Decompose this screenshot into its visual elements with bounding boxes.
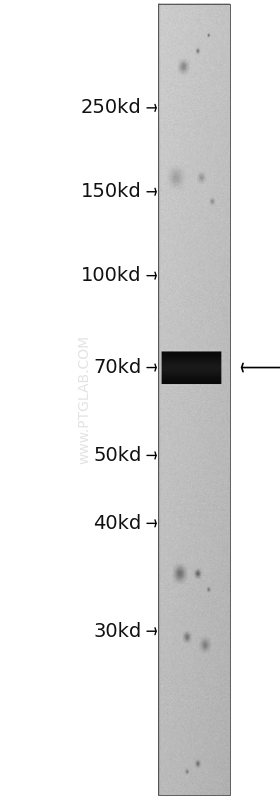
Bar: [158, 4, 230, 795]
Text: 40kd: 40kd: [93, 514, 141, 533]
Text: 250kd: 250kd: [81, 98, 141, 117]
Text: 50kd: 50kd: [93, 446, 141, 465]
Text: www.PTGLAB.COM: www.PTGLAB.COM: [77, 335, 91, 464]
Text: 70kd: 70kd: [93, 358, 141, 377]
Text: 150kd: 150kd: [81, 182, 141, 201]
Text: 30kd: 30kd: [93, 622, 141, 641]
Text: 100kd: 100kd: [81, 266, 141, 285]
